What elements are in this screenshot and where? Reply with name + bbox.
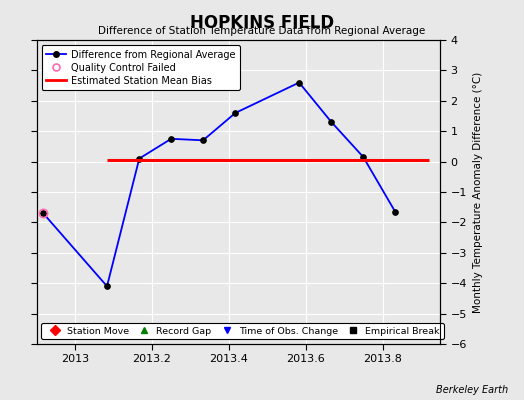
Text: HOPKINS FIELD: HOPKINS FIELD xyxy=(190,14,334,32)
Text: Difference of Station Temperature Data from Regional Average: Difference of Station Temperature Data f… xyxy=(99,26,425,36)
Text: Berkeley Earth: Berkeley Earth xyxy=(436,385,508,395)
Legend: Station Move, Record Gap, Time of Obs. Change, Empirical Break: Station Move, Record Gap, Time of Obs. C… xyxy=(41,323,444,339)
Y-axis label: Monthly Temperature Anomaly Difference (°C): Monthly Temperature Anomaly Difference (… xyxy=(473,71,483,313)
